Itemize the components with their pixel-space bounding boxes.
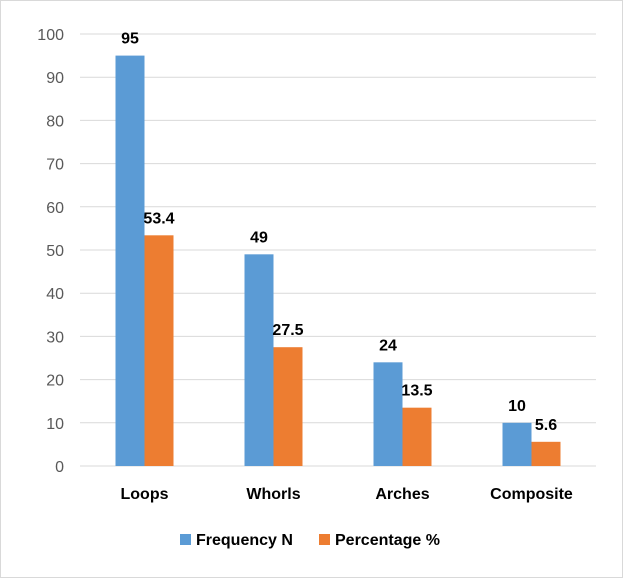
bar-percentage-whorls (273, 347, 303, 466)
bar-frequency-n-arches (373, 362, 403, 466)
bars (115, 55, 561, 466)
y-tick-label: 60 (46, 200, 64, 217)
legend: Frequency N Percentage % (180, 532, 440, 549)
y-tick-label: 100 (37, 27, 64, 44)
bar-percentage-arches (402, 407, 432, 466)
y-tick-label: 20 (46, 373, 64, 390)
data-label: 95 (121, 31, 139, 48)
data-label: 24 (379, 337, 397, 354)
legend-label: Percentage % (335, 532, 440, 549)
bar-frequency-n-whorls (244, 254, 274, 466)
data-label: 53.4 (143, 210, 174, 227)
bar-frequency-n-loops (115, 55, 145, 466)
data-labels: 95 53.4 49 27.5 24 13.5 10 5.6 (121, 31, 557, 434)
x-category-label: Arches (375, 486, 429, 503)
data-label: 49 (250, 229, 268, 246)
x-category-label: Whorls (246, 486, 300, 503)
data-label: 13.5 (401, 383, 432, 400)
bar-percentage-loops (144, 235, 174, 466)
x-category-label: Loops (121, 486, 169, 503)
y-tick-label: 40 (46, 286, 64, 303)
y-tick-label: 70 (46, 157, 64, 174)
x-axis-categories: Loops Whorls Arches Composite (121, 486, 573, 503)
legend-swatch (180, 534, 191, 545)
y-tick-label: 80 (46, 113, 64, 130)
bar-frequency-n-composite (502, 422, 532, 466)
y-tick-label: 50 (46, 243, 64, 260)
data-label: 10 (508, 398, 526, 415)
y-tick-label: 0 (55, 459, 64, 476)
x-category-label: Composite (490, 486, 573, 503)
y-tick-label: 10 (46, 416, 64, 433)
data-label: 5.6 (535, 417, 557, 434)
y-axis-ticks: 0 10 20 30 40 50 60 70 80 90 100 (37, 27, 64, 476)
legend-swatch (319, 534, 330, 545)
data-label: 27.5 (272, 322, 303, 339)
legend-label: Frequency N (196, 532, 293, 549)
y-tick-label: 90 (46, 70, 64, 87)
bar-percentage-composite (531, 441, 561, 466)
y-tick-label: 30 (46, 329, 64, 346)
